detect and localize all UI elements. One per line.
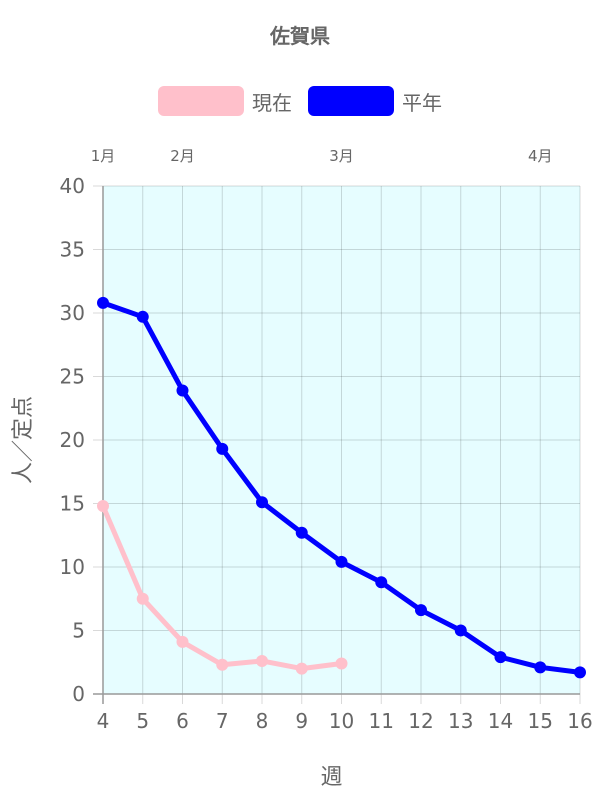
data-point-0 xyxy=(176,635,189,648)
y-tick-label: 25 xyxy=(60,365,85,389)
x-tick-label: 6 xyxy=(176,709,189,733)
x-tick-label: 5 xyxy=(136,709,149,733)
data-point-1 xyxy=(136,310,149,323)
x-tick-label: 10 xyxy=(329,709,354,733)
data-point-1 xyxy=(176,384,189,397)
legend-item-current[interactable]: 現在 xyxy=(158,86,292,116)
data-point-1 xyxy=(295,526,308,539)
data-point-1 xyxy=(335,555,348,568)
data-point-0 xyxy=(216,658,229,671)
data-point-0 xyxy=(97,500,109,513)
data-point-1 xyxy=(375,576,388,589)
month-label: 4月 xyxy=(528,147,553,165)
data-point-1 xyxy=(574,666,586,679)
data-point-1 xyxy=(534,661,547,674)
x-tick-label: 4 xyxy=(97,709,110,733)
legend: 現在 平年 xyxy=(0,86,600,116)
x-tick-label: 12 xyxy=(408,709,433,733)
legend-label-current: 現在 xyxy=(252,90,292,115)
x-tick-label: 15 xyxy=(528,709,553,733)
x-tick-label: 8 xyxy=(256,709,269,733)
x-axis-title: 週 xyxy=(320,765,342,790)
month-label: 3月 xyxy=(329,147,354,165)
x-tick-label: 7 xyxy=(216,709,229,733)
y-tick-label: 0 xyxy=(72,682,85,706)
y-axis-title: 人／定点 xyxy=(11,396,36,484)
data-point-0 xyxy=(256,654,268,667)
x-tick-label: 16 xyxy=(567,709,592,733)
legend-swatch-normal xyxy=(308,86,394,116)
x-tick-label: 11 xyxy=(369,709,394,733)
legend-swatch-current xyxy=(158,86,244,116)
chart-title: 佐賀県 xyxy=(270,24,330,48)
legend-item-normal[interactable]: 平年 xyxy=(308,86,442,116)
y-tick-label: 20 xyxy=(60,428,85,452)
x-tick-label: 13 xyxy=(448,709,473,733)
y-tick-label: 40 xyxy=(60,174,85,198)
month-label: 2月 xyxy=(170,147,195,165)
data-point-0 xyxy=(335,657,348,670)
y-tick-label: 5 xyxy=(72,619,85,643)
y-tick-label: 15 xyxy=(60,492,85,516)
x-tick-label: 14 xyxy=(488,709,513,733)
y-tick-label: 30 xyxy=(60,301,85,325)
y-tick-label: 35 xyxy=(60,238,85,262)
month-label: 1月 xyxy=(91,147,116,165)
x-tick-label: 9 xyxy=(295,709,308,733)
data-point-1 xyxy=(494,651,507,664)
data-point-1 xyxy=(97,296,109,309)
data-point-1 xyxy=(216,442,229,455)
legend-label-normal: 平年 xyxy=(402,90,442,115)
plot-area xyxy=(103,186,580,694)
data-point-1 xyxy=(256,496,268,509)
data-point-0 xyxy=(295,662,308,675)
data-point-1 xyxy=(415,604,427,617)
y-tick-label: 10 xyxy=(60,555,85,579)
data-point-0 xyxy=(136,592,149,605)
data-point-1 xyxy=(454,624,467,637)
